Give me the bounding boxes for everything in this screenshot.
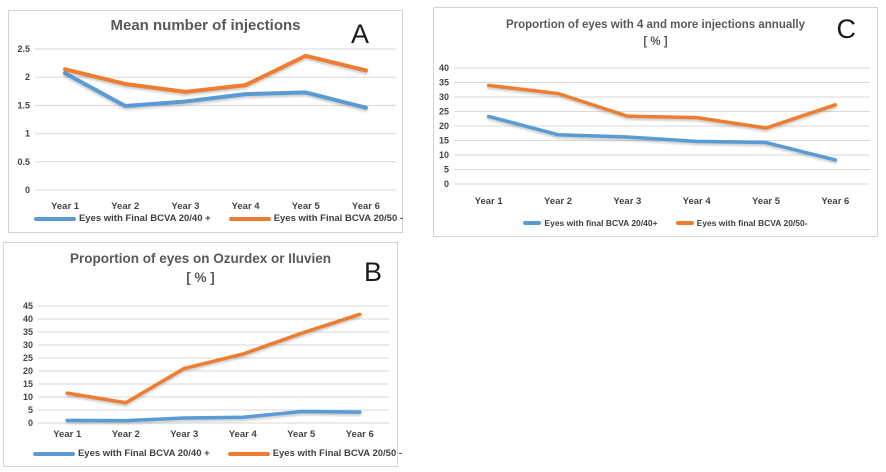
x-category-label: Year 3	[171, 201, 199, 212]
y-tick-label: 40	[23, 314, 33, 324]
y-tick-label: 25	[23, 353, 33, 363]
x-category-label: Year 2	[111, 201, 139, 212]
legend-label: Eyes with final BCVA 20/50-	[696, 218, 808, 228]
x-category-label: Year 5	[292, 201, 321, 212]
legend-swatch-blue	[33, 216, 76, 221]
chart-panel-mean-injections: Mean number of injections A 0 0.5 1 1.5 2 2.5…	[8, 10, 403, 233]
legend-item: Eyes with Final BCVA 20/40 +	[33, 213, 211, 224]
chart-panel-four-plus-injections: Proportion of eyes with 4 and more injec…	[433, 7, 878, 237]
legend-label: Eyes with Final BCVA 20/50 -	[272, 448, 403, 459]
y-tick-label: 1	[25, 129, 30, 139]
line-chart-svg: 0 0.5 1 1.5 2 2.5 Year 1 Year 2 Year 3 Year 4 Year…	[17, 44, 396, 212]
x-category-label: Year 3	[613, 196, 641, 207]
y-tick-label: 30	[439, 92, 449, 102]
data-series-line	[63, 71, 368, 110]
y-tick-label: 40	[439, 63, 449, 73]
x-category-label: Year 5	[752, 196, 781, 207]
x-category-label: Year 1	[53, 429, 82, 440]
legend-item: Eyes with Final BCVA 20/40 +	[32, 448, 210, 459]
y-tick-label: 15	[439, 136, 449, 146]
y-tick-label: 0	[28, 418, 33, 428]
line-chart-svg: 0 5 10 15 20 25 30 35 40 Year 1 Year 2 Year 3 Year 4…	[439, 63, 870, 207]
x-category-label: Year 6	[346, 429, 374, 440]
legend-swatch-orange	[228, 216, 271, 221]
x-category-label: Year 5	[287, 429, 316, 440]
chart-legend: Eyes with final BCVA 20/40+ Eyes with fi…	[454, 218, 877, 228]
x-category-label: Year 1	[475, 196, 504, 207]
y-tick-label: 10	[23, 392, 33, 402]
y-tick-label: 2.5	[17, 44, 30, 54]
legend-swatch-orange	[675, 221, 694, 225]
legend-swatch-orange	[227, 451, 270, 456]
y-tick-label: 45	[23, 301, 33, 311]
data-series-line	[486, 83, 838, 130]
x-category-label: Year 4	[683, 196, 712, 207]
y-tick-label: 5	[28, 405, 33, 415]
y-tick-label: 0	[25, 185, 30, 195]
x-category-label: Year 6	[821, 196, 849, 207]
y-tick-label: 0	[444, 179, 449, 189]
y-tick-label: 20	[23, 366, 33, 376]
legend-label: Eyes with Final BCVA 20/40 +	[78, 213, 211, 224]
x-category-label: Year 2	[544, 196, 572, 207]
legend-swatch-blue	[32, 451, 75, 456]
data-series-line	[486, 114, 838, 162]
data-series-line	[65, 312, 362, 405]
chart-legend: Eyes with Final BCVA 20/40 + Eyes with F…	[33, 213, 404, 224]
legend-label: Eyes with final BCVA 20/40+	[544, 218, 658, 228]
y-tick-label: 35	[23, 327, 33, 337]
y-tick-label: 1.5	[17, 100, 30, 110]
x-category-label: Year 4	[232, 201, 261, 212]
line-chart-svg: 0 5 10 15 20 25 30 35 40 45 Year 1 Year 2 Year 3 Year…	[23, 301, 389, 440]
x-category-label: Year 4	[229, 429, 258, 440]
y-tick-label: 20	[439, 121, 449, 131]
legend-item: Eyes with Final BCVA 20/50 -	[228, 213, 404, 224]
data-series-line	[63, 53, 368, 94]
y-tick-label: 25	[439, 107, 449, 117]
chart-legend: Eyes with Final BCVA 20/40 + Eyes with F…	[32, 448, 402, 459]
legend-label: Eyes with Final BCVA 20/40 +	[77, 448, 210, 459]
y-tick-label: 35	[439, 78, 449, 88]
legend-item: Eyes with final BCVA 20/40+	[523, 218, 658, 228]
y-tick-label: 15	[23, 379, 33, 389]
y-tick-label: 5	[444, 165, 449, 175]
legend-item: Eyes with final BCVA 20/50-	[675, 218, 808, 228]
chart-panel-ozurdex-iluvien: Proportion of eyes on Ozurdex or Iluvien…	[3, 242, 402, 467]
y-tick-label: 2	[25, 72, 30, 82]
legend-item: Eyes with Final BCVA 20/50 -	[227, 448, 403, 459]
legend-swatch-blue	[523, 221, 542, 225]
y-tick-label: 30	[23, 340, 33, 350]
x-category-label: Year 2	[112, 429, 140, 440]
legend-label: Eyes with Final BCVA 20/50 -	[273, 213, 404, 224]
y-tick-label: 10	[439, 150, 449, 160]
y-tick-label: 0.5	[17, 157, 30, 167]
x-category-label: Year 1	[51, 201, 80, 212]
x-category-label: Year 3	[170, 429, 198, 440]
data-series-line	[65, 409, 362, 423]
x-category-label: Year 6	[352, 201, 380, 212]
